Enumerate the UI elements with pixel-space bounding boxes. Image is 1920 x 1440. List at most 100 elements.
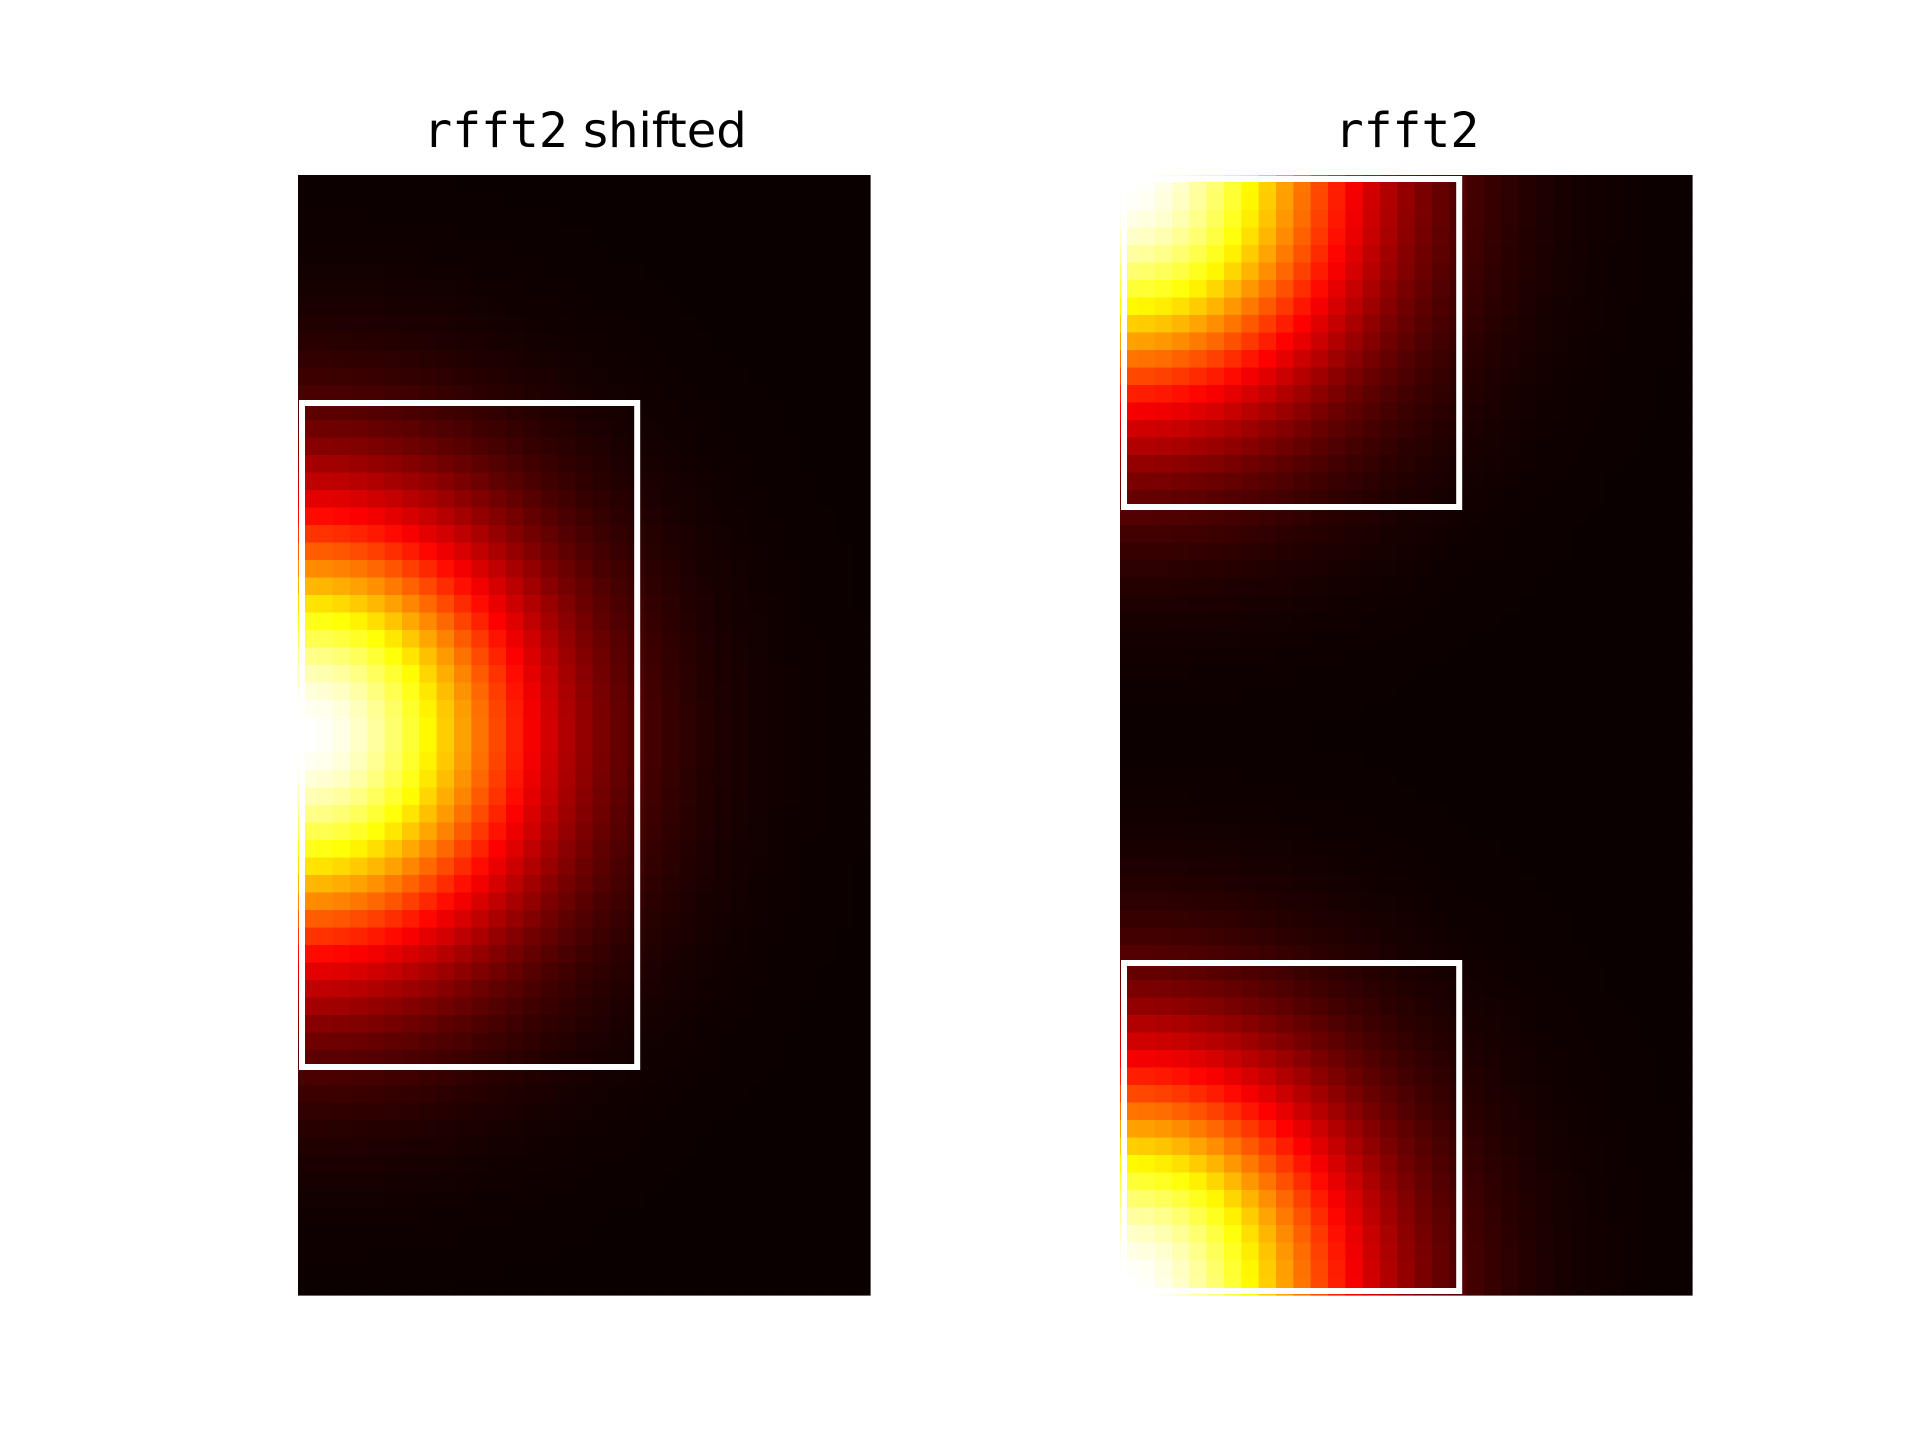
heatmap-cell — [315, 1120, 334, 1139]
heatmap-cell — [436, 1137, 455, 1156]
heatmap-cell — [1570, 560, 1589, 579]
heatmap-cell — [540, 1085, 559, 1104]
heatmap-cell — [1154, 682, 1173, 701]
heatmap-cell — [852, 245, 871, 264]
heatmap-cell — [1310, 927, 1329, 946]
heatmap-cell — [818, 805, 836, 824]
heatmap-cell — [766, 175, 784, 194]
heatmap-cell — [1154, 507, 1173, 526]
heatmap-cell — [1241, 420, 1260, 439]
heatmap-cell — [592, 227, 611, 246]
heatmap-cell — [315, 542, 334, 561]
heatmap-cell — [1605, 1102, 1624, 1121]
heatmap-cell — [1605, 227, 1624, 246]
heatmap-cell — [748, 787, 767, 806]
heatmap-cell — [575, 1190, 594, 1209]
heatmap-cell — [1397, 1085, 1416, 1104]
heatmap-cell — [1241, 1137, 1260, 1156]
heatmap-cell — [1397, 1137, 1416, 1156]
heatmap-cell — [1172, 945, 1190, 964]
heatmap-cell — [1605, 1067, 1624, 1086]
heatmap-cell — [488, 752, 507, 771]
heatmap-cell — [1380, 682, 1398, 701]
heatmap-cell — [1397, 1015, 1416, 1034]
heatmap-cell — [1154, 875, 1173, 894]
heatmap-cell — [1518, 1032, 1537, 1051]
heatmap-cell — [332, 665, 351, 684]
heatmap-cell — [523, 245, 542, 264]
heatmap-cell — [402, 350, 420, 369]
heatmap-cell — [1362, 455, 1381, 474]
heatmap-cell — [1466, 297, 1485, 316]
heatmap-cell — [506, 490, 524, 509]
heatmap-cell — [1414, 1137, 1433, 1156]
heatmap-cell — [419, 682, 438, 701]
heatmap-cell — [1172, 1015, 1190, 1034]
heatmap-cell — [488, 805, 507, 824]
heatmap-cell — [1414, 735, 1433, 754]
heatmap-cell — [852, 717, 871, 736]
heatmap-cell — [1345, 577, 1364, 596]
heatmap-cell — [419, 1102, 438, 1121]
heatmap-cell — [298, 1207, 316, 1226]
heatmap-cell — [1328, 962, 1346, 981]
heatmap-cell — [696, 280, 715, 299]
heatmap-cell — [1224, 1155, 1242, 1174]
heatmap-cell — [852, 1067, 871, 1086]
heatmap-cell — [679, 1137, 698, 1156]
heatmap-cell — [644, 560, 663, 579]
heatmap-cell — [419, 822, 438, 841]
heatmap-cell — [540, 245, 559, 264]
heatmap-cell — [748, 542, 767, 561]
heatmap-cell — [367, 735, 386, 754]
heatmap-cell — [436, 1207, 455, 1226]
heatmap-cell — [1432, 647, 1450, 666]
heatmap-cell — [1536, 1260, 1554, 1279]
heatmap-cell — [540, 192, 559, 211]
heatmap-cell — [835, 945, 854, 964]
heatmap-cell — [402, 875, 420, 894]
heatmap-cell — [367, 1207, 386, 1226]
heatmap-cell — [1154, 1102, 1173, 1121]
heatmap-cell — [350, 367, 368, 386]
heatmap-cell — [662, 910, 680, 929]
heatmap-cell — [332, 700, 351, 719]
heatmap-cell — [1449, 787, 1468, 806]
heatmap-cell — [835, 1172, 854, 1191]
heatmap-cell — [1657, 840, 1676, 859]
heatmap-cell — [332, 1155, 351, 1174]
heatmap-cell — [488, 350, 507, 369]
heatmap-cell — [1380, 1102, 1398, 1121]
heatmap-cell — [436, 875, 455, 894]
heatmap-cell — [471, 367, 490, 386]
heatmap-cell — [731, 1172, 750, 1191]
heatmap-cell — [679, 210, 698, 229]
heatmap-cell — [402, 420, 420, 439]
heatmap-cell — [488, 980, 507, 999]
heatmap-cell — [1154, 560, 1173, 579]
heatmap-cell — [575, 980, 594, 999]
heatmap-cell — [575, 245, 594, 264]
heatmap-cell — [558, 612, 576, 631]
heatmap-cell — [1172, 787, 1190, 806]
heatmap-cell — [1293, 192, 1312, 211]
heatmap-cell — [1640, 472, 1658, 491]
heatmap-cell — [488, 490, 507, 509]
heatmap-cell — [1310, 682, 1329, 701]
heatmap-cell — [1536, 507, 1554, 526]
heatmap-cell — [384, 630, 403, 649]
heatmap-cell — [1189, 315, 1208, 334]
heatmap-cell — [332, 980, 351, 999]
heatmap-cell — [1276, 280, 1294, 299]
heatmap-cell — [610, 945, 628, 964]
heatmap-cell — [298, 1067, 316, 1086]
heatmap-cell — [1414, 1102, 1433, 1121]
heatmap-cell — [1414, 910, 1433, 929]
heatmap-cell — [332, 1190, 351, 1209]
heatmap-cell — [644, 1050, 663, 1069]
heatmap-cell — [1640, 210, 1658, 229]
heatmap-cell — [644, 1067, 663, 1086]
heatmap-cell — [1605, 367, 1624, 386]
heatmap-cell — [1657, 787, 1676, 806]
heatmap-cell — [1120, 927, 1138, 946]
